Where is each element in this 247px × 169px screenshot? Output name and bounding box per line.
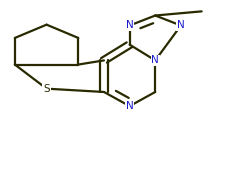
Text: S: S [43,84,50,94]
Text: N: N [126,101,133,111]
Text: N: N [151,55,159,65]
Text: N: N [126,20,133,30]
Text: N: N [177,20,185,30]
